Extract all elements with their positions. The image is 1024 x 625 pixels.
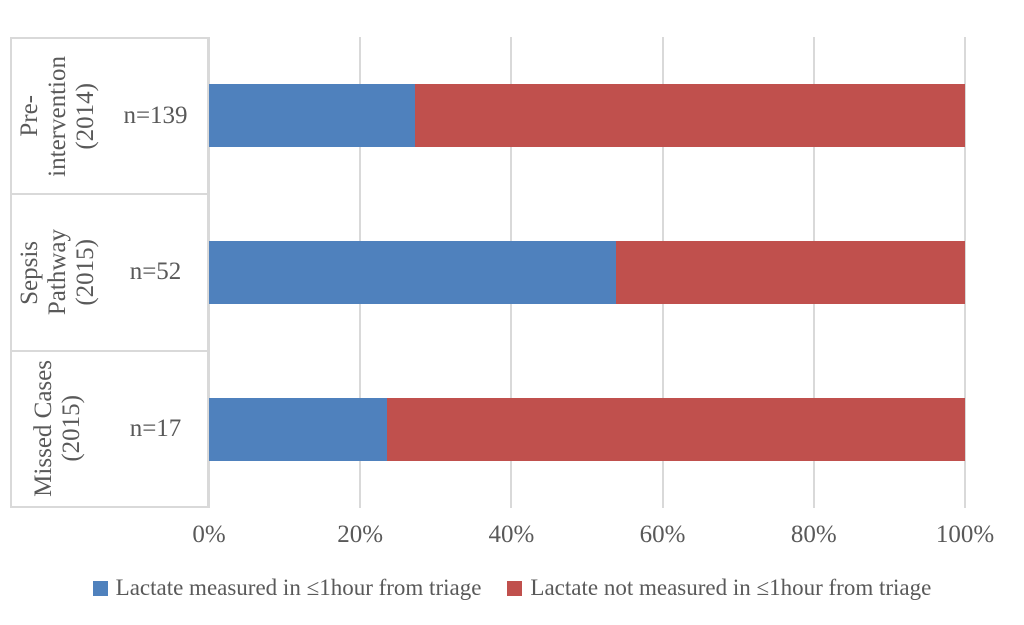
bar-segment-measured — [209, 241, 616, 304]
category-label-line: (2015) — [58, 395, 85, 463]
bar-segment-not-measured — [386, 398, 965, 461]
legend-item-measured: Lactate measured in ≤1hour from triage — [92, 575, 482, 601]
category-label-line: (2014) — [72, 82, 99, 150]
category-label-line: Sepsis — [16, 240, 43, 305]
legend-label-measured: Lactate measured in ≤1hour from triage — [115, 575, 482, 600]
bar-missed-cases — [209, 398, 965, 461]
sample-size-label: n=52 — [129, 258, 182, 286]
bar-segment-measured — [209, 398, 387, 461]
category-row-sepsis-pathway: Sepsis Pathway (2015) n=52 — [12, 195, 207, 352]
x-tick-label: 0% — [192, 521, 226, 548]
legend-swatch-not-measured — [507, 580, 523, 596]
sample-size-label: n=139 — [123, 102, 188, 130]
category-label-sepsis-pathway: Sepsis Pathway (2015) — [12, 229, 104, 315]
legend-swatch-measured — [92, 580, 108, 596]
bar-segment-not-measured — [615, 241, 965, 304]
category-label-line: Pathway — [44, 229, 71, 316]
x-tick-label: 60% — [639, 521, 686, 548]
category-row-missed-cases: Missed Cases (2015) n=17 — [12, 352, 207, 506]
category-label-line: Pre- — [16, 95, 43, 137]
x-tick-label: 80% — [790, 521, 837, 548]
sample-size-label: n=17 — [129, 414, 182, 442]
x-tick-label: 100% — [935, 521, 995, 548]
legend: Lactate measured in ≤1hour from triage L… — [0, 575, 1024, 601]
x-tick-label: 40% — [488, 521, 535, 548]
x-tick-label: 20% — [337, 521, 384, 548]
category-label-missed-cases: Missed Cases (2015) — [12, 360, 104, 497]
category-label-line: (2015) — [72, 239, 99, 306]
legend-item-not-measured: Lactate not measured in ≤1hour from tria… — [507, 575, 931, 601]
category-label-line: Missed Cases — [30, 360, 57, 498]
plot-area — [208, 37, 966, 508]
bar-pre-intervention — [209, 84, 965, 147]
bar-segment-not-measured — [415, 84, 965, 147]
category-row-pre-intervention: Pre- intervention (2014) n=139 — [12, 39, 207, 196]
category-label-pre-intervention: Pre- intervention (2014) — [12, 56, 104, 177]
x-axis: 0% 20% 40% 60% 80% 100% — [192, 521, 994, 553]
bar-sepsis-pathway — [209, 241, 965, 304]
category-labels-box: Pre- intervention (2014) n=139 Sepsis Pa… — [10, 37, 209, 508]
bar-segment-measured — [209, 84, 416, 147]
gridline — [964, 37, 966, 508]
category-label-line: intervention — [44, 55, 71, 177]
legend-label-not-measured: Lactate not measured in ≤1hour from tria… — [530, 575, 932, 600]
